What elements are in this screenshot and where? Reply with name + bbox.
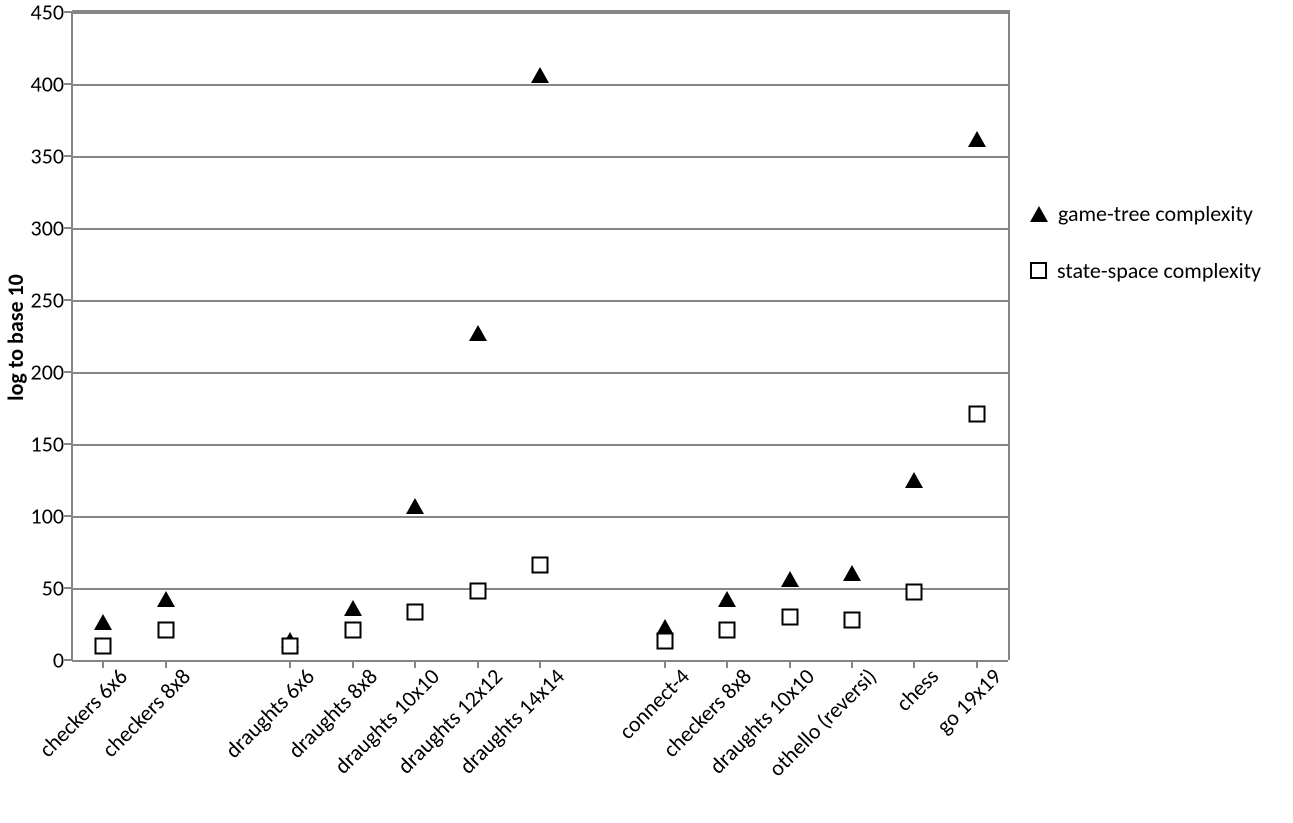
data-point-triangle <box>344 600 362 616</box>
data-point-square <box>95 637 112 654</box>
data-point-square <box>906 584 923 601</box>
square-marker-icon <box>1030 262 1047 279</box>
data-point-square <box>282 637 299 654</box>
legend-item: state-space complexity <box>1030 257 1261 284</box>
data-point-square <box>781 608 798 625</box>
data-point-square <box>157 621 174 638</box>
y-tick-label: 0 <box>53 647 72 674</box>
data-point-triangle <box>843 565 861 581</box>
gridline <box>72 372 1008 374</box>
data-point-square <box>469 582 486 599</box>
data-point-square <box>968 405 985 422</box>
y-tick-label: 250 <box>31 287 72 314</box>
y-tick-label: 200 <box>31 359 72 386</box>
y-tick-label: 350 <box>31 143 72 170</box>
y-tick-label: 450 <box>31 0 72 26</box>
y-axis-title: log to base 10 <box>2 274 29 401</box>
data-point-triangle <box>968 131 986 147</box>
gridline <box>72 12 1008 14</box>
data-point-triangle <box>406 498 424 514</box>
data-point-triangle <box>781 571 799 587</box>
y-tick-label: 400 <box>31 71 72 98</box>
gridline <box>72 156 1008 158</box>
gridline <box>72 300 1008 302</box>
y-tick-label: 100 <box>31 503 72 530</box>
y-tick-label: 150 <box>31 431 72 458</box>
gridline <box>72 228 1008 230</box>
y-axis-line <box>71 12 73 660</box>
triangle-marker-icon <box>1030 206 1048 222</box>
gridline <box>72 516 1008 518</box>
legend-label: state-space complexity <box>1057 257 1261 284</box>
legend-item: game-tree complexity <box>1030 200 1261 227</box>
chart-container: log to base 10 0501001502002503003504004… <box>0 0 1293 809</box>
data-point-triangle <box>905 472 923 488</box>
gridline <box>72 588 1008 590</box>
data-point-triangle <box>718 591 736 607</box>
data-point-square <box>532 556 549 573</box>
data-point-square <box>344 621 361 638</box>
legend-label: game-tree complexity <box>1058 200 1253 227</box>
data-point-triangle <box>94 614 112 630</box>
gridline <box>72 84 1008 86</box>
data-point-square <box>407 604 424 621</box>
y-tick-label: 300 <box>31 215 72 242</box>
data-point-triangle <box>469 325 487 341</box>
gridline <box>72 444 1008 446</box>
plot-area: 050100150200250300350400450checkers 6x6c… <box>72 10 1010 660</box>
data-point-triangle <box>157 591 175 607</box>
data-point-square <box>719 621 736 638</box>
data-point-square <box>656 633 673 650</box>
y-tick-label: 50 <box>42 575 72 602</box>
data-point-triangle <box>531 67 549 83</box>
legend: game-tree complexity state-space complexi… <box>1030 200 1261 314</box>
data-point-square <box>844 611 861 628</box>
